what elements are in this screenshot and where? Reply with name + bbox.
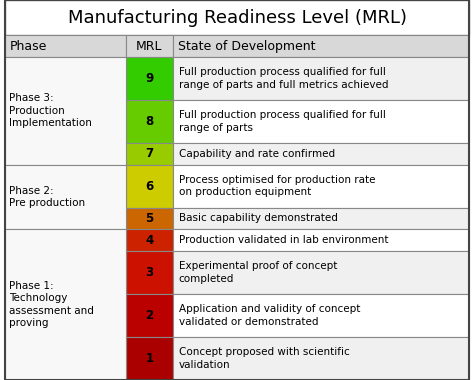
Text: Phase 2:
Pre production: Phase 2: Pre production bbox=[9, 186, 86, 208]
Text: Experimental proof of concept
completed: Experimental proof of concept completed bbox=[179, 261, 337, 283]
Text: 7: 7 bbox=[145, 147, 154, 160]
Bar bbox=[5, 57, 126, 165]
Text: Production validated in lab environment: Production validated in lab environment bbox=[179, 235, 388, 245]
Bar bbox=[5, 35, 126, 57]
Bar bbox=[126, 143, 173, 165]
Text: State of Development: State of Development bbox=[178, 40, 315, 53]
Text: 1: 1 bbox=[145, 352, 154, 365]
Bar bbox=[5, 229, 126, 380]
Bar bbox=[5, 165, 126, 229]
Text: Full production process qualified for full
range of parts and full metrics achie: Full production process qualified for fu… bbox=[179, 67, 388, 90]
Text: Application and validity of concept
validated or demonstrated: Application and validity of concept vali… bbox=[179, 304, 360, 326]
Text: 8: 8 bbox=[145, 115, 154, 128]
Text: Basic capability demonstrated: Basic capability demonstrated bbox=[179, 214, 337, 223]
Bar bbox=[126, 208, 173, 229]
Text: Capability and rate confirmed: Capability and rate confirmed bbox=[179, 149, 335, 159]
Bar bbox=[126, 251, 173, 294]
Bar bbox=[126, 229, 173, 251]
Text: Manufacturing Readiness Level (MRL): Manufacturing Readiness Level (MRL) bbox=[67, 9, 407, 27]
Bar bbox=[126, 35, 173, 57]
Bar bbox=[173, 229, 469, 251]
Bar bbox=[173, 100, 469, 143]
Bar bbox=[126, 57, 173, 100]
Bar bbox=[173, 251, 469, 294]
Bar bbox=[173, 165, 469, 208]
Text: Phase: Phase bbox=[9, 40, 47, 53]
Bar bbox=[173, 208, 469, 229]
Text: 6: 6 bbox=[145, 180, 154, 193]
Bar bbox=[173, 57, 469, 100]
Bar bbox=[126, 294, 173, 337]
Bar bbox=[173, 294, 469, 337]
Bar bbox=[173, 35, 469, 57]
Text: 3: 3 bbox=[145, 266, 154, 279]
Text: Phase 3:
Production
Implementation: Phase 3: Production Implementation bbox=[9, 93, 92, 128]
Text: Concept proposed with scientific
validation: Concept proposed with scientific validat… bbox=[179, 347, 349, 370]
Bar bbox=[126, 337, 173, 380]
Bar bbox=[173, 337, 469, 380]
Bar bbox=[126, 100, 173, 143]
Text: 4: 4 bbox=[145, 234, 154, 247]
Text: 2: 2 bbox=[145, 309, 154, 322]
Text: 5: 5 bbox=[145, 212, 154, 225]
Text: MRL: MRL bbox=[136, 40, 163, 53]
Text: Phase 1:
Technology
assessment and
proving: Phase 1: Technology assessment and provi… bbox=[9, 281, 94, 328]
Bar bbox=[126, 165, 173, 208]
Text: Full production process qualified for full
range of parts: Full production process qualified for fu… bbox=[179, 111, 385, 133]
Text: Process optimised for production rate
on production equipment: Process optimised for production rate on… bbox=[179, 175, 375, 197]
Text: 9: 9 bbox=[145, 72, 154, 85]
Bar bbox=[5, 0, 469, 35]
Bar bbox=[173, 143, 469, 165]
